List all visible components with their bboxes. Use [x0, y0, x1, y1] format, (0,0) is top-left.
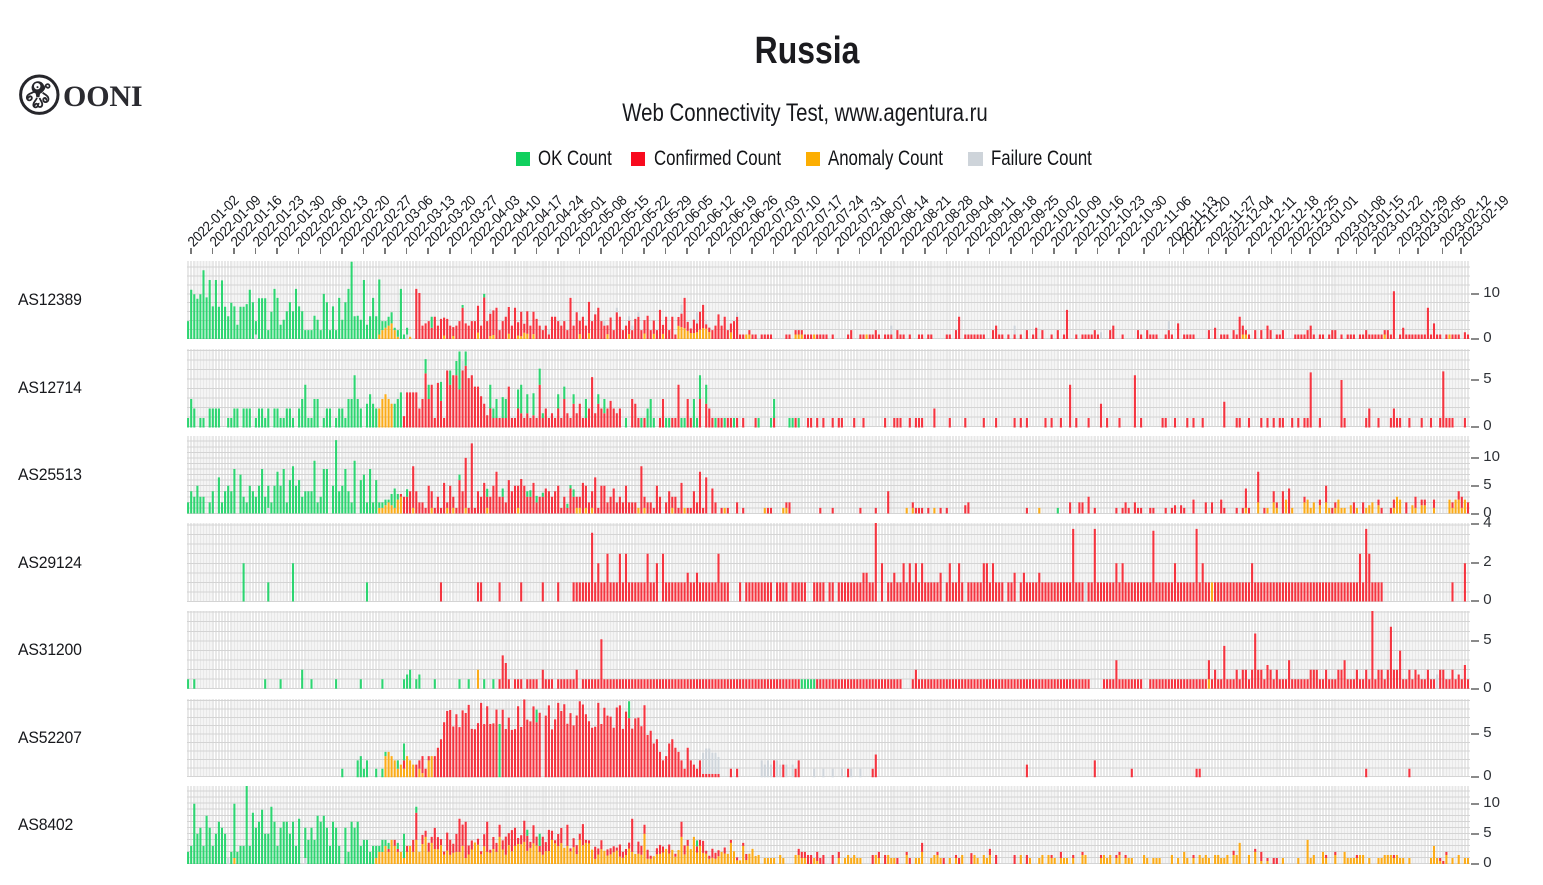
svg-text:OONI: OONI	[63, 80, 143, 113]
